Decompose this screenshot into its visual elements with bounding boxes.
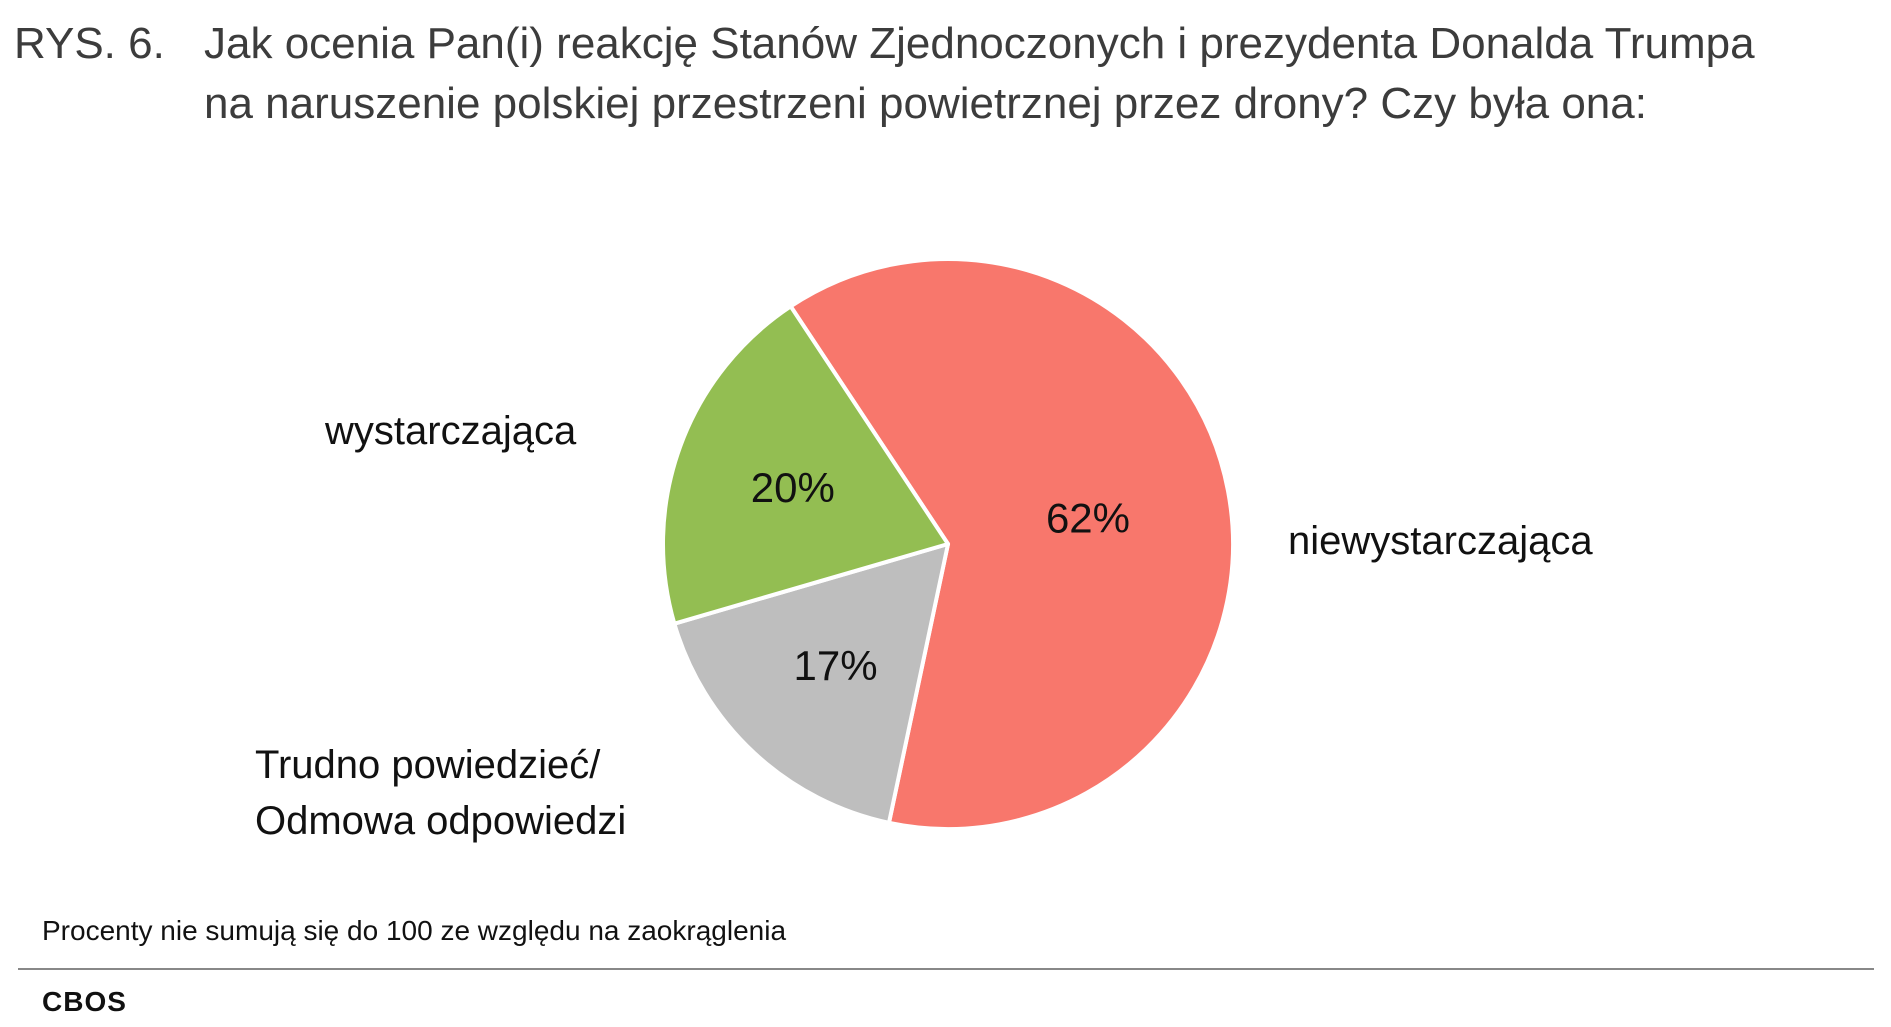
footnote: Procenty nie sumują się do 100 ze względ… <box>42 915 787 946</box>
brand-logo: CBOS <box>42 986 127 1017</box>
pie-slice-0 <box>788 257 1235 831</box>
figure-question: Jak ocenia Pan(i) reakcję Stanów Zjednoc… <box>204 19 1755 128</box>
pie-slice-1 <box>672 542 950 825</box>
category-label-trudno-line2: Odmowa odpowiedzi <box>255 799 627 843</box>
category-label-trudno-line1: Trudno powiedzieć/ <box>255 743 601 787</box>
category-label-wystarczajaca: wystarczająca <box>325 409 577 453</box>
divider <box>18 968 1874 970</box>
pie-slice-2 <box>661 304 950 626</box>
category-label-niewystarczajaca: niewystarczająca <box>1288 519 1593 563</box>
data-label-2: 20% <box>751 464 835 511</box>
figure-number: RYS. 6. <box>14 19 165 68</box>
pie-chart: 62% 17% 20% <box>661 257 1235 831</box>
data-label-1: 17% <box>794 642 878 689</box>
data-label-0: 62% <box>1046 494 1130 541</box>
